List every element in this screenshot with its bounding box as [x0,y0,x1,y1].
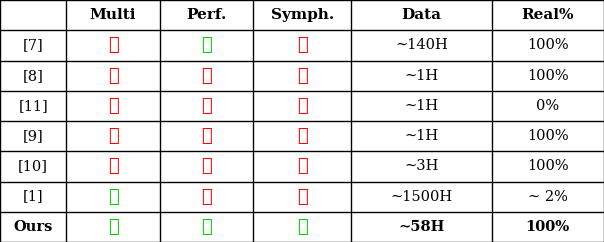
Text: ✗: ✗ [108,36,118,54]
Text: ✓: ✓ [201,36,212,54]
Text: ∼1H: ∼1H [404,129,439,143]
Text: ✗: ✗ [201,188,212,206]
Text: ✗: ✗ [108,127,118,145]
Text: Multi: Multi [90,8,137,22]
Text: 0%: 0% [536,99,559,113]
Text: ✓: ✓ [297,218,307,236]
Text: 100%: 100% [525,220,570,234]
Text: ∼1H: ∼1H [404,69,439,83]
Text: [10]: [10] [18,159,48,173]
Text: ✗: ✗ [201,97,212,115]
Text: ✗: ✗ [297,188,307,206]
Text: ✓: ✓ [201,218,212,236]
Text: Symph.: Symph. [271,8,334,22]
Text: ✗: ✗ [297,97,307,115]
Text: 100%: 100% [527,159,568,173]
Text: ✓: ✓ [108,218,118,236]
Text: ∼58H: ∼58H [398,220,445,234]
Text: ✗: ✗ [201,157,212,175]
Text: ✗: ✗ [201,127,212,145]
Text: ✗: ✗ [201,67,212,85]
Text: 100%: 100% [527,38,568,52]
Text: [9]: [9] [23,129,43,143]
Text: Real%: Real% [521,8,574,22]
Text: [1]: [1] [23,190,43,204]
Text: Perf.: Perf. [187,8,226,22]
Text: [8]: [8] [23,69,43,83]
Text: ∼1H: ∼1H [404,99,439,113]
Text: 100%: 100% [527,129,568,143]
Text: Ours: Ours [13,220,53,234]
Text: ✗: ✗ [297,127,307,145]
Text: ✓: ✓ [108,188,118,206]
Text: ✗: ✗ [297,36,307,54]
Text: ✗: ✗ [108,97,118,115]
Text: ∼1500H: ∼1500H [390,190,452,204]
Text: ✗: ✗ [297,157,307,175]
Text: [11]: [11] [18,99,48,113]
Text: ∼ 2%: ∼ 2% [528,190,568,204]
Text: ✗: ✗ [108,67,118,85]
Text: Data: Data [402,8,442,22]
Text: 100%: 100% [527,69,568,83]
Text: [7]: [7] [23,38,43,52]
Text: ✗: ✗ [108,157,118,175]
Text: ∼140H: ∼140H [395,38,448,52]
Text: ∼3H: ∼3H [404,159,439,173]
Text: ✗: ✗ [297,67,307,85]
